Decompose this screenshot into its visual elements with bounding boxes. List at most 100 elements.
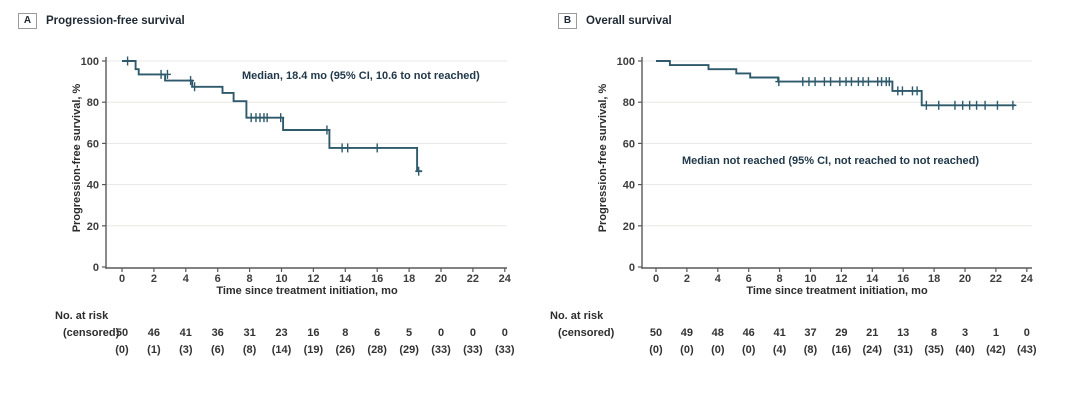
y-tick-label: 60 <box>87 138 99 150</box>
x-tick-label: 20 <box>435 273 447 285</box>
censored-count: (31) <box>893 344 913 356</box>
panel-letter-box: B <box>558 13 577 29</box>
censored-count: (33) <box>463 344 483 356</box>
y-tick-label: 40 <box>623 180 635 192</box>
censored-label: (censored) <box>63 327 120 339</box>
censored-count: (42) <box>986 344 1006 356</box>
censored-count: (0) <box>741 344 756 356</box>
y-tick-label: 100 <box>617 56 635 68</box>
x-tick-label: 20 <box>959 273 971 285</box>
x-tick-label: 14 <box>866 273 879 285</box>
x-tick-label: 24 <box>499 273 512 285</box>
survival-curve <box>122 60 422 173</box>
censored-count: (3) <box>179 344 193 356</box>
censored-count: (4) <box>772 344 787 356</box>
x-axis-label: Time since treatment initiation, mo <box>746 285 928 297</box>
x-tick-label: 10 <box>804 273 816 285</box>
survival-curve <box>656 60 1016 107</box>
panel-letter-box: A <box>18 13 37 29</box>
x-tick-label: 16 <box>371 273 383 285</box>
x-tick-label: 8 <box>247 273 253 285</box>
censored-count: (0) <box>115 344 129 356</box>
y-axis-label: Progression-free survival, % <box>71 83 83 233</box>
at-risk-count: 6 <box>374 327 381 339</box>
x-tick-label: 0 <box>653 273 659 285</box>
at-risk-count: 41 <box>179 327 192 339</box>
censored-count: (0) <box>680 344 694 356</box>
at-risk-count: 31 <box>243 327 256 339</box>
censored-count: (40) <box>955 344 975 356</box>
median-annotation: Median not reached (95% CI, not reached … <box>682 155 980 167</box>
censored-count: (35) <box>924 344 944 356</box>
censored-count: (19) <box>303 344 324 356</box>
y-tick-label: 60 <box>623 138 635 150</box>
censored-count: (8) <box>242 344 257 356</box>
at-risk-count: 29 <box>835 327 848 339</box>
at-risk-count: 50 <box>649 327 663 339</box>
y-tick-label: 80 <box>623 97 635 109</box>
panel-progression-free-survival: A Progression-free survival 0 20 40 60 80 100… <box>18 13 515 356</box>
at-risk-count: 0 <box>469 327 476 339</box>
at-risk-count: 0 <box>501 327 508 339</box>
x-tick-label: 18 <box>403 273 415 285</box>
at-risk-label: No. at risk <box>550 310 604 322</box>
at-risk-count: 13 <box>897 327 910 339</box>
y-tick-label: 100 <box>81 56 99 68</box>
censored-count: (16) <box>831 344 852 356</box>
y-tick-label: 80 <box>87 97 99 109</box>
x-tick-label: 16 <box>897 273 909 285</box>
x-tick-label: 22 <box>990 273 1002 285</box>
at-risk-count: 16 <box>307 327 320 339</box>
at-risk-count: 8 <box>931 327 938 339</box>
censored-count: (33) <box>431 344 451 356</box>
censored-label: (censored) <box>558 327 615 339</box>
at-risk-count: 21 <box>866 327 879 339</box>
censored-count: (14) <box>271 344 292 356</box>
at-risk-count: 36 <box>211 327 224 339</box>
panel-title: Progression-free survival <box>46 15 185 27</box>
y-tick-label: 0 <box>93 262 99 274</box>
censored-count: (26) <box>335 344 356 356</box>
censored-count: (29) <box>399 344 419 356</box>
at-risk-count: 46 <box>742 327 755 339</box>
x-tick-label: 6 <box>746 273 752 285</box>
x-axis-label: Time since treatment initiation, mo <box>216 285 398 297</box>
x-tick-label: 18 <box>928 273 940 285</box>
at-risk-label: No. at risk <box>55 310 109 322</box>
panel-header: B Overall survival <box>558 13 672 29</box>
at-risk-count: 41 <box>773 327 786 339</box>
x-tick-label: 4 <box>715 273 722 285</box>
x-tick-label: 12 <box>835 273 847 285</box>
censored-count: (1) <box>147 344 161 356</box>
at-risk-count: 46 <box>147 327 161 339</box>
at-risk-count: 49 <box>680 327 694 339</box>
at-risk-count: 50 <box>115 327 129 339</box>
y-tick-label: 20 <box>87 221 99 233</box>
y-tick-label: 0 <box>629 262 635 274</box>
censored-count: (0) <box>649 344 663 356</box>
x-tick-label: 6 <box>215 273 221 285</box>
at-risk-count: 5 <box>406 327 413 339</box>
at-risk-count: 23 <box>275 327 288 339</box>
x-tick-label: 2 <box>151 273 157 285</box>
y-tick-label: 40 <box>87 180 99 192</box>
censored-count: (28) <box>367 344 387 356</box>
y-axis-label: Progression-free survival, % <box>597 83 609 233</box>
x-tick-label: 2 <box>684 273 690 285</box>
censored-count: (24) <box>862 344 883 356</box>
x-tick-label: 0 <box>119 273 125 285</box>
at-risk-count: 0 <box>437 327 445 339</box>
x-tick-label: 24 <box>1021 273 1034 285</box>
censored-count: (0) <box>711 344 725 356</box>
x-tick-label: 4 <box>183 273 190 285</box>
x-tick-label: 14 <box>339 273 352 285</box>
median-annotation: Median, 18.4 mo (95% CI, 10.6 to not rea… <box>242 70 480 82</box>
panel-title: Overall survival <box>586 15 672 27</box>
y-tick-label: 20 <box>623 221 635 233</box>
at-risk-count: 3 <box>961 327 969 339</box>
x-tick-label: 22 <box>467 273 479 285</box>
censored-count: (43) <box>1017 344 1037 356</box>
